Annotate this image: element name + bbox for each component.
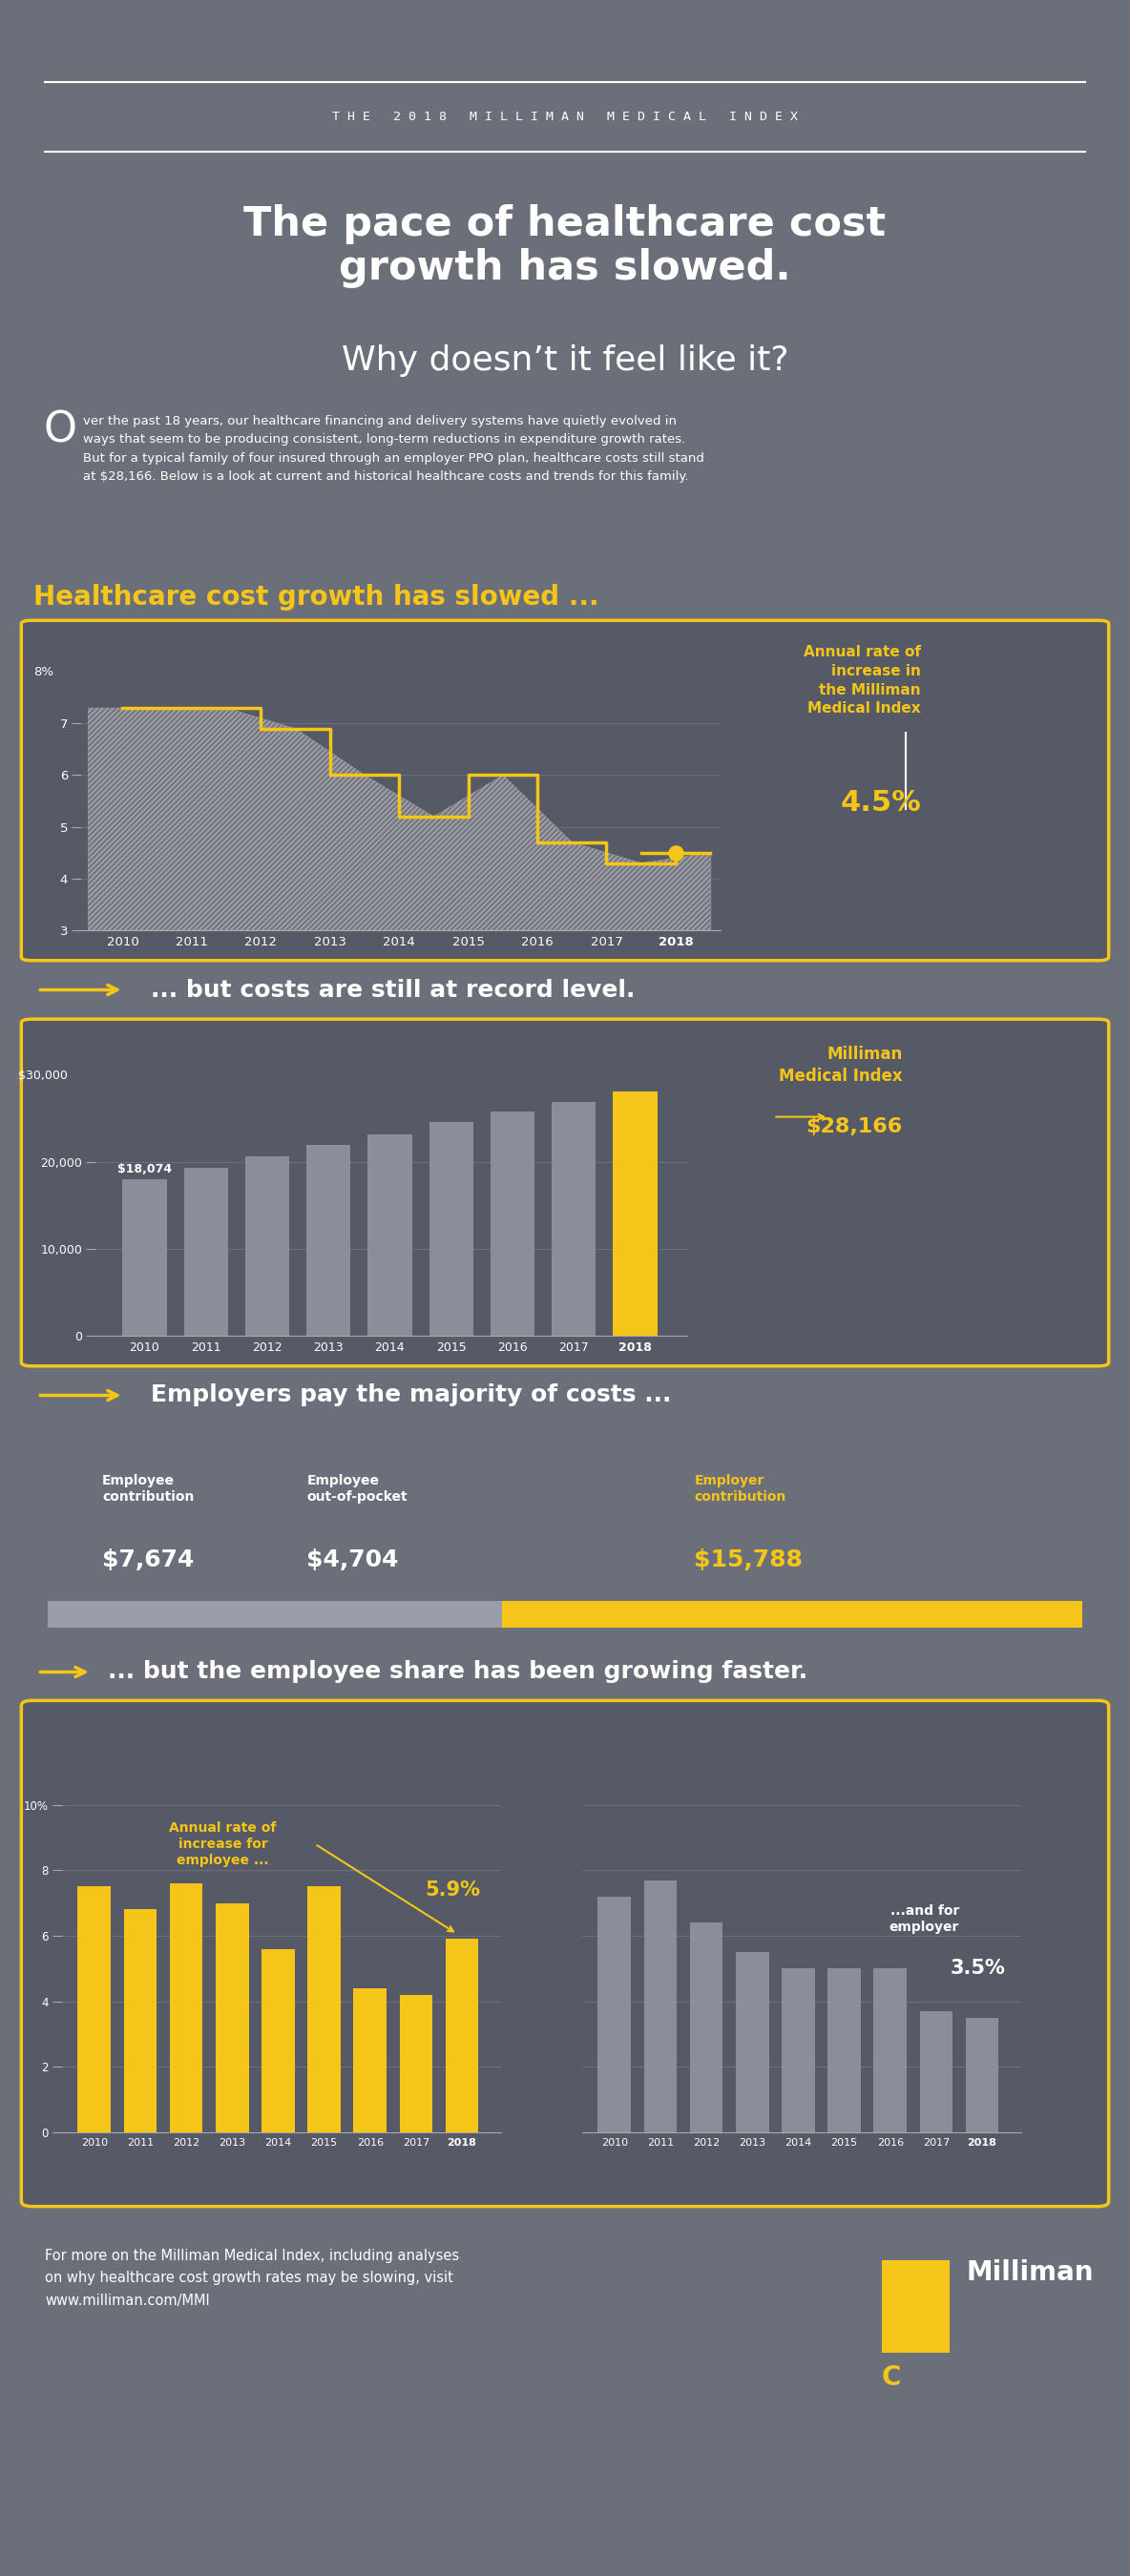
Bar <box>873 1968 906 2133</box>
Text: 5.9%: 5.9% <box>425 1880 480 1899</box>
Text: For more on the Milliman Medical Index, including analyses
on why healthcare cos: For more on the Milliman Medical Index, … <box>45 2249 460 2308</box>
Bar <box>307 1886 340 2133</box>
Bar <box>827 1968 861 2133</box>
Bar <box>245 1157 289 1337</box>
Text: Employers pay the majority of costs ...: Employers pay the majority of costs ... <box>150 1383 671 1406</box>
Bar <box>261 1950 295 2133</box>
Bar <box>367 1133 411 1337</box>
Bar <box>736 1953 768 2133</box>
Bar <box>122 1180 166 1337</box>
Text: Employee
out-of-pocket: Employee out-of-pocket <box>306 1473 408 1504</box>
Text: ... but the employee share has been growing faster.: ... but the employee share has been grow… <box>107 1662 807 1685</box>
Bar <box>445 1940 478 2133</box>
Text: $18,074: $18,074 <box>118 1164 172 1175</box>
Bar <box>689 1922 723 2133</box>
Text: Healthcare cost growth has slowed ...: Healthcare cost growth has slowed ... <box>34 582 599 611</box>
FancyBboxPatch shape <box>21 621 1109 961</box>
Text: ver the past 18 years, our healthcare financing and delivery systems have quietl: ver the past 18 years, our healthcare fi… <box>82 415 704 484</box>
Text: ... but costs are still at record level.: ... but costs are still at record level. <box>150 979 635 1002</box>
Bar <box>782 1968 815 2133</box>
Bar <box>354 1989 386 2133</box>
Text: 4.5%: 4.5% <box>840 788 921 817</box>
Bar <box>170 1883 202 2133</box>
Bar <box>429 1121 473 1337</box>
FancyBboxPatch shape <box>21 1700 1109 2208</box>
Text: Employee
contribution: Employee contribution <box>102 1473 194 1504</box>
Bar <box>78 1886 111 2133</box>
Text: Milliman
Medical Index: Milliman Medical Index <box>779 1046 903 1084</box>
Bar <box>490 1113 534 1337</box>
Text: T H E   2 0 1 8   M I L L I M A N   M E D I C A L   I N D E X: T H E 2 0 1 8 M I L L I M A N M E D I C … <box>332 111 798 124</box>
FancyBboxPatch shape <box>21 1020 1109 1365</box>
Bar <box>306 1144 350 1337</box>
Bar <box>920 2012 953 2133</box>
Bar <box>503 1600 1083 1628</box>
Text: Annual rate of
increase for
employee ...: Annual rate of increase for employee ... <box>170 1821 277 1868</box>
Text: Employer
contribution: Employer contribution <box>694 1473 786 1504</box>
Text: The pace of healthcare cost
growth has slowed.: The pace of healthcare cost growth has s… <box>244 204 886 289</box>
Bar <box>216 1904 249 2133</box>
Bar <box>184 1167 228 1337</box>
Text: ...and for
employer: ...and for employer <box>889 1904 959 1935</box>
Text: O: O <box>43 410 77 451</box>
Bar <box>400 1994 433 2133</box>
Bar <box>598 1896 631 2133</box>
Bar <box>612 1092 658 1337</box>
Text: 8%: 8% <box>33 665 53 677</box>
Text: Why doesn’t it feel like it?: Why doesn’t it feel like it? <box>341 345 789 376</box>
Bar <box>644 1880 677 2133</box>
Bar <box>123 1909 157 2133</box>
Text: C: C <box>881 2365 901 2391</box>
Text: Annual rate of
increase in
the Milliman
Medical Index: Annual rate of increase in the Milliman … <box>803 644 921 716</box>
Text: $4,704: $4,704 <box>306 1548 399 1571</box>
Text: Milliman: Milliman <box>966 2259 1094 2287</box>
Bar <box>551 1103 596 1337</box>
Text: $30,000: $30,000 <box>18 1069 68 1082</box>
FancyBboxPatch shape <box>881 2259 949 2352</box>
Text: $28,166: $28,166 <box>806 1118 903 1136</box>
Bar <box>965 2017 999 2133</box>
Bar <box>47 1600 503 1628</box>
Text: 3.5%: 3.5% <box>950 1958 1006 1978</box>
Text: $7,674: $7,674 <box>102 1548 194 1571</box>
Text: $15,788: $15,788 <box>694 1548 803 1571</box>
